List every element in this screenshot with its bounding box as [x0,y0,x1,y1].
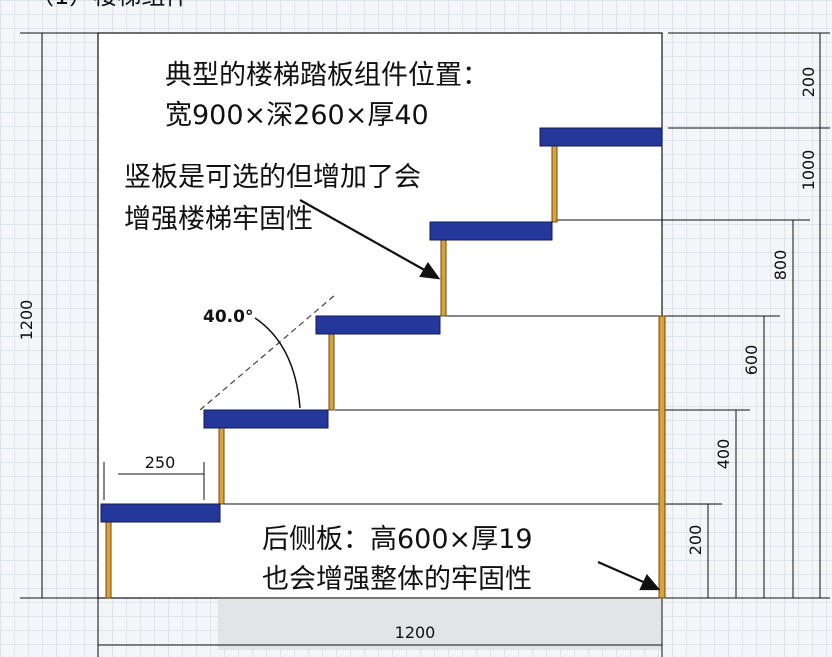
angle-label: 40.0° [203,307,253,327]
dim-right-400: 400 [714,439,733,470]
riser-5 [551,145,558,223]
riser-3 [328,333,335,411]
riser-1 [105,521,112,599]
angle-arc [254,317,301,409]
tread-4 [429,221,553,241]
riser-arrow-line [299,199,429,273]
dim-right-800: 800 [771,250,790,281]
extension-lines [20,32,830,599]
back-arrow-line [597,560,649,586]
back-note-line1: 后侧板：高600×厚19 [262,524,533,555]
back-panel [658,315,666,599]
back-note-line2: 也会增强整体的牢固性 [262,564,532,595]
overall-width-label: 1200 [395,623,436,642]
bottom-width-dimension [97,598,663,657]
tread-run-dimension [103,462,205,500]
dim-right-600: 600 [742,345,761,376]
tread-1 [100,503,221,523]
overall-height-label: 1200 [17,300,36,341]
tread-5 [539,127,663,147]
dim-right-1000: 1000 [799,150,818,191]
header-fragment: （1）楼梯组件 [30,0,189,10]
tread-note-line2: 宽900×深260×厚40 [165,100,429,131]
annotation-arrows [299,199,661,591]
dim-right-200-bottom: 200 [686,525,705,556]
risers [105,145,666,599]
back-arrow-head [639,573,661,591]
base-band [218,598,662,650]
dim-right-200-top: 200 [799,67,818,98]
tread-run-label: 250 [145,453,176,472]
tread-2 [203,409,329,429]
riser-note-line1: 竖板是可选的但增加了会 [124,162,421,193]
riser-4 [440,239,447,317]
right-dimension-lines [707,33,821,598]
riser-2 [218,427,225,505]
tread-3 [315,315,441,335]
riser-arrow-head [419,261,441,280]
treads [100,127,663,523]
tread-note-line1: 典型的楼梯踏板组件位置： [165,60,489,91]
riser-note-line2: 增强楼梯牢固性 [124,204,313,235]
